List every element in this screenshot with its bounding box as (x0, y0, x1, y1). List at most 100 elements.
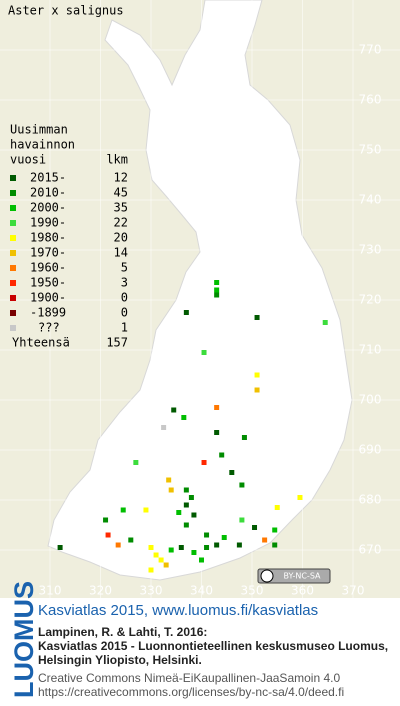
legend-count: 12 (114, 171, 128, 185)
observation-square (183, 502, 189, 508)
x-coord-label: 360 (291, 584, 314, 598)
observation-square (201, 460, 207, 465)
legend-count: 5 (121, 261, 128, 275)
legend-swatch (10, 265, 16, 271)
legend-swatch (10, 190, 16, 196)
species-title: Aster x salignus (8, 4, 124, 18)
observation-square (199, 557, 204, 563)
observation-square (214, 292, 220, 298)
observation-square (128, 537, 134, 543)
legend-count: 35 (114, 201, 128, 215)
legend-swatch (10, 220, 16, 226)
observation-square (204, 532, 210, 538)
observation-square (153, 552, 159, 558)
observation-square (214, 287, 220, 293)
y-coord-label: 710 (359, 343, 382, 357)
license-url: https://creativecommons.org/licenses/by-… (38, 685, 344, 699)
y-coord-label: 740 (359, 193, 382, 207)
legend-count: 1 (121, 321, 128, 335)
x-coord-label: 310 (39, 584, 62, 598)
legend-period: 1960- (30, 261, 66, 275)
observation-square (188, 495, 194, 500)
observation-square (204, 545, 210, 550)
observation-square (191, 512, 197, 518)
legend-total: 157 (106, 336, 128, 350)
legend-col-count: lkm (106, 153, 128, 167)
observation-square (229, 470, 235, 475)
finland-outline (47, 0, 353, 581)
cc-badge-text: BY-NC-SA (283, 572, 321, 581)
legend-period: 1950- (30, 276, 66, 290)
observation-square (158, 557, 164, 563)
observation-square (241, 435, 247, 440)
legend-swatch (10, 325, 16, 331)
observation-square (236, 542, 242, 548)
legend-period: 1980- (30, 231, 66, 245)
observation-square (181, 415, 187, 420)
legend-period: 2000- (30, 201, 66, 215)
brand: LUOMUS (9, 581, 39, 698)
observation-square (201, 350, 207, 355)
legend-count: 22 (114, 216, 128, 230)
footer-background (0, 598, 400, 702)
observation-square (214, 542, 220, 548)
legend-swatch (10, 310, 16, 316)
legend-count: 14 (114, 246, 128, 260)
legend-period: 1990- (30, 216, 66, 230)
observation-square (148, 545, 154, 550)
observation-square (171, 407, 177, 413)
legend-count: 20 (114, 231, 128, 245)
license: Creative Commons Nimeä-EiKaupallinen-Jaa… (38, 671, 340, 685)
legend-count: 0 (121, 306, 128, 320)
observation-square (254, 387, 260, 393)
legend-col-period: vuosi (10, 153, 46, 167)
x-coord-label: 350 (241, 584, 264, 598)
legend-period: -1899 (30, 306, 66, 320)
observation-square (322, 320, 328, 325)
observation-square (191, 550, 197, 555)
observation-square (168, 547, 174, 553)
observation-square (214, 430, 220, 435)
y-coord-label: 680 (359, 493, 382, 507)
observation-square (252, 525, 258, 530)
observation-square (219, 452, 225, 458)
y-coord-label: 670 (359, 543, 382, 557)
observation-square (163, 562, 169, 568)
legend: 2015- 12 2010- 45 2000- 35 1990- 22 1980- 20 1970-… (10, 171, 128, 350)
legend-period: 2010- (30, 186, 66, 200)
headline: Kasviatlas 2015, www.luomus.fi/kasviatla… (38, 602, 318, 619)
observation-square (120, 507, 126, 513)
observation-square (115, 542, 121, 548)
observation-square (161, 425, 167, 430)
observation-square (183, 310, 189, 315)
observation-square (254, 372, 260, 378)
citation: Helsingin Yliopisto, Helsinki. (38, 653, 202, 667)
legend-period: 1900- (30, 291, 66, 305)
observation-square (214, 405, 220, 410)
legend-heading: havainnon (10, 138, 75, 152)
observation-square (272, 542, 278, 548)
observation-square (183, 487, 189, 493)
legend-total-label: Yhteensä (12, 336, 70, 350)
legend-swatch (10, 280, 16, 286)
observation-square (178, 545, 184, 550)
legend-period: 2015- (30, 171, 66, 185)
observation-square (105, 532, 111, 538)
y-coord-label: 760 (359, 93, 382, 107)
y-coord-label: 720 (359, 293, 382, 307)
legend-count: 45 (114, 186, 128, 200)
observation-square (297, 495, 303, 500)
observation-square (239, 482, 245, 488)
x-coord-label: 320 (89, 584, 112, 598)
legend-swatch (10, 250, 16, 256)
observation-square (176, 510, 182, 515)
legend-swatch (10, 295, 16, 301)
observation-square (221, 535, 227, 540)
legend-heading: Uusimman (10, 123, 68, 137)
observation-square (272, 527, 278, 533)
legend-period: 1970- (30, 246, 66, 260)
legend-swatch (10, 205, 16, 211)
legend-count: 3 (121, 276, 128, 290)
observation-square (214, 280, 220, 285)
